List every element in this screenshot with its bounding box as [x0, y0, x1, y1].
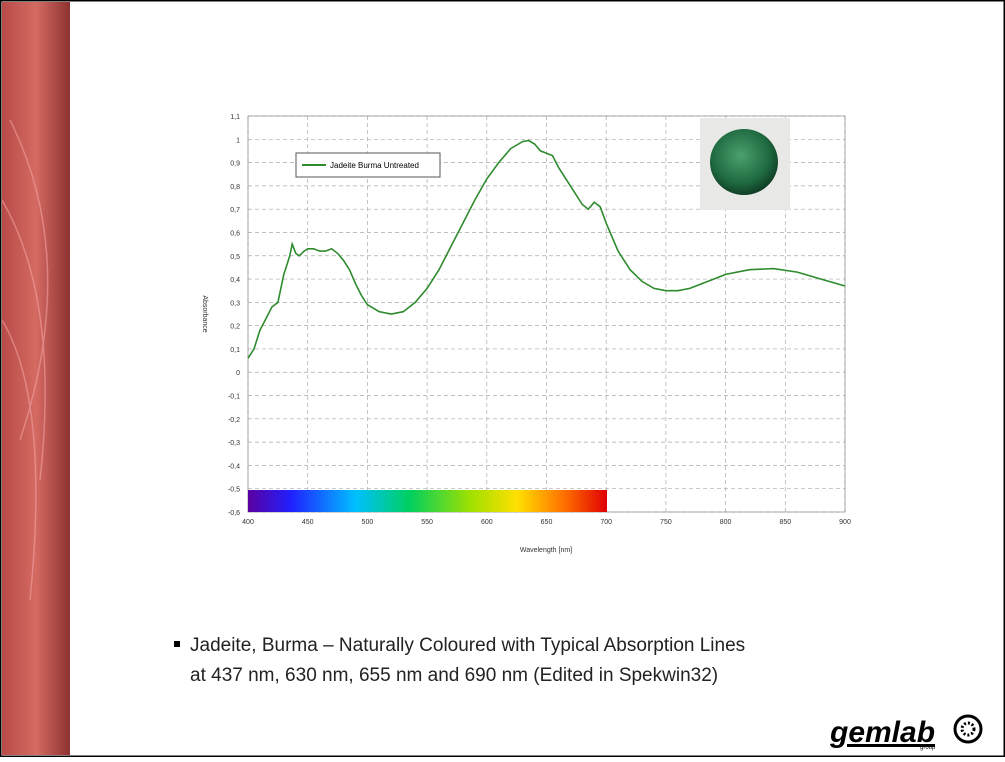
x-tick-label: 450 — [302, 519, 314, 526]
visible-spectrum — [248, 490, 607, 512]
logo-emblem-inner — [960, 721, 976, 737]
y-tick-label: 0,5 — [230, 254, 240, 261]
x-tick-label: 500 — [362, 519, 374, 526]
bullet — [174, 641, 180, 647]
y-tick-label: -0,4 — [228, 463, 240, 470]
logo-emblem — [953, 714, 983, 744]
y-tick-label: 0,6 — [230, 230, 240, 237]
bullet-line: at 437 nm, 630 nm, 655 nm and 690 nm (Ed… — [190, 665, 718, 686]
data-line — [247, 139, 846, 359]
x-tick-label: 750 — [660, 519, 672, 526]
y-tick-label: 1 — [236, 137, 240, 144]
y-tick-label: 0,8 — [230, 184, 240, 191]
y-tick-label: -0,6 — [228, 510, 240, 517]
side-band — [2, 2, 70, 755]
x-tick-label: 700 — [600, 519, 612, 526]
bullet-line: Jadeite, Burma – Naturally Coloured with… — [190, 635, 745, 656]
y-tick-label: -0,2 — [228, 417, 240, 424]
y-tick-label: 0,7 — [230, 207, 240, 214]
y-axis-label: Absorbance — [201, 295, 208, 332]
y-tick-label: 0,9 — [230, 161, 240, 168]
y-tick-label: 0,2 — [230, 324, 240, 331]
y-tick-label: 0,1 — [230, 347, 240, 354]
legend-label: Jadeite Burma Untreated — [330, 161, 419, 170]
x-tick-label: 800 — [720, 519, 732, 526]
logo-sub: group — [920, 745, 936, 751]
logo: gemlab — [829, 716, 935, 749]
y-tick-label: 0 — [236, 370, 240, 377]
gem — [710, 129, 778, 195]
y-tick-label: 1,1 — [230, 114, 240, 121]
y-tick-label: -0,5 — [228, 487, 240, 494]
x-tick-label: 650 — [541, 519, 553, 526]
x-axis-label: Wavelength [nm] — [520, 547, 572, 554]
band-swirl — [1, 119, 49, 601]
x-tick-label: 900 — [839, 519, 851, 526]
y-tick-label: -0,3 — [228, 440, 240, 447]
x-tick-label: 550 — [421, 519, 433, 526]
x-tick-label: 400 — [242, 519, 254, 526]
y-tick-label: 0,3 — [230, 300, 240, 307]
x-tick-label: 600 — [481, 519, 493, 526]
y-tick-label: -0,1 — [228, 394, 240, 401]
x-tick-label: 850 — [779, 519, 791, 526]
y-tick-label: 0,4 — [230, 277, 240, 284]
